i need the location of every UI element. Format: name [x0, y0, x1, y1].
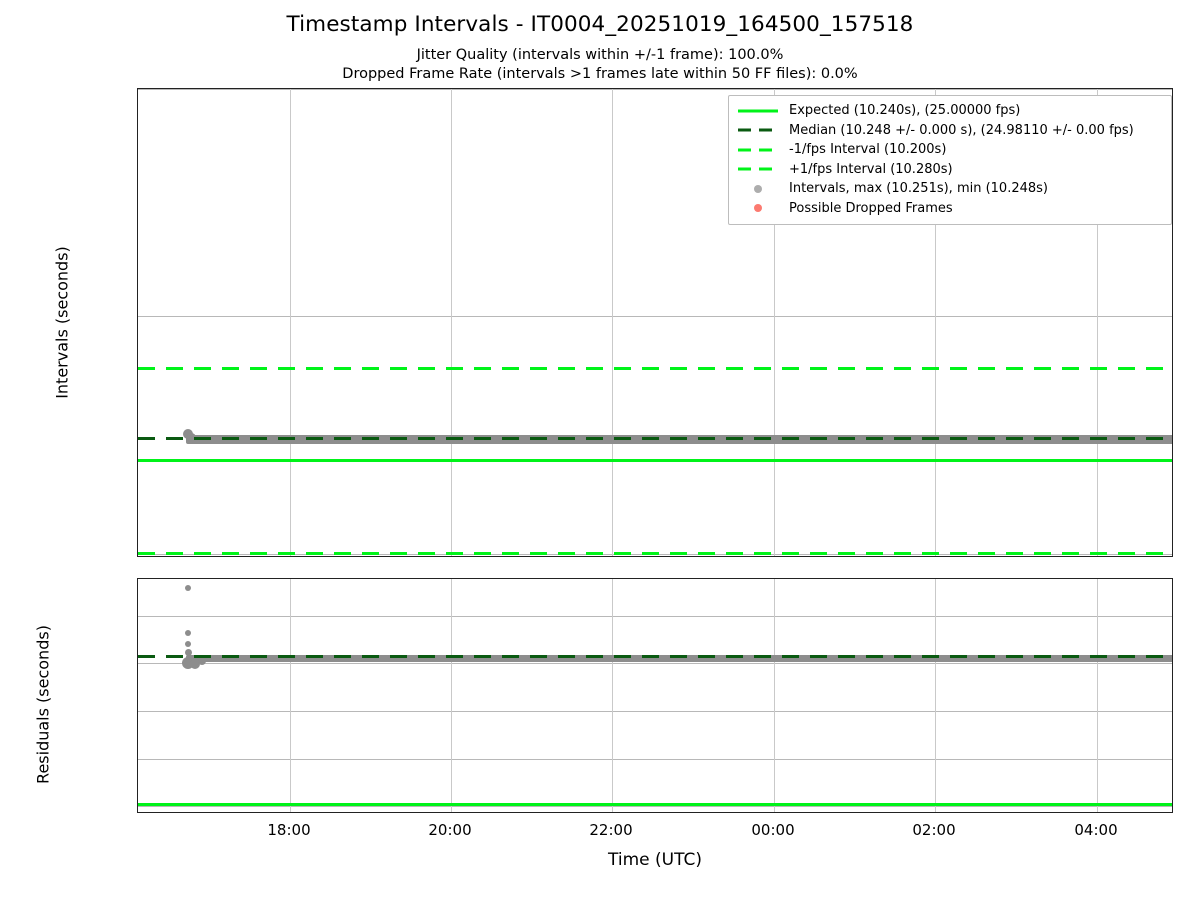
legend-label-minus-one-fps: -1/fps Interval (10.200s) [789, 142, 947, 158]
gridline-y-10p3 [138, 316, 1172, 317]
xtick-label-2000: 20:00 [428, 821, 472, 839]
legend-swatch-minus-one-fps-icon [737, 143, 779, 157]
residuals-outlier-point [185, 649, 192, 656]
residuals-outlier-point [185, 641, 191, 647]
residuals-y-axis-title: Residuals (seconds) [33, 625, 53, 784]
legend-swatch-expected-icon [737, 104, 779, 118]
xtick-label-0400: 04:00 [1074, 821, 1118, 839]
legend-swatch-dropped-frames-icon [737, 201, 779, 215]
residuals-outlier-point [185, 585, 191, 591]
residuals-scatter-point [198, 657, 206, 665]
ytick-0p0025 [137, 759, 138, 761]
gridline-x-0400 [1097, 579, 1098, 812]
intervals-y-axis-title: Intervals (seconds) [52, 246, 72, 399]
gridline-y-0p0050 [138, 711, 1172, 712]
legend-label-intervals: Intervals, max (10.251s), min (10.248s) [789, 181, 1048, 197]
gridline-x-2000 [451, 579, 452, 812]
plus-one-fps-interval-line [138, 367, 1172, 370]
xtick-top-0400 [1097, 556, 1099, 557]
chart-title: Timestamp Intervals - IT0004_20251019_16… [286, 12, 914, 37]
legend-swatch-median-icon [737, 123, 779, 137]
legend-label-dropped-frames: Possible Dropped Frames [789, 200, 953, 216]
xtick-0200 [935, 812, 937, 813]
residuals-scatter-point [190, 659, 200, 669]
gridline-x-0200 [935, 89, 936, 556]
ytick-0p0050 [137, 711, 138, 713]
ytick-0p0100 [137, 616, 138, 618]
gridline-x-1800 [290, 579, 291, 812]
gridline-x-2000 [451, 89, 452, 556]
legend-label-plus-one-fps: +1/fps Interval (10.280s) [789, 161, 953, 177]
xtick-top-2200 [612, 556, 614, 557]
ytick-10p3 [137, 316, 138, 318]
xtick-0400 [1097, 812, 1099, 813]
xtick-label-0200: 02:00 [912, 821, 956, 839]
xtick-0000 [774, 812, 776, 813]
ytick-0p0075 [137, 663, 138, 665]
legend-swatch-intervals-icon [737, 182, 779, 196]
gridline-y-0p0100 [138, 616, 1172, 617]
residuals-plot-axes [137, 578, 1173, 813]
legend-label-expected: Expected (10.240s), (25.00000 fps) [789, 103, 1021, 119]
gridline-x-2200 [612, 89, 613, 556]
minus-one-fps-interval-line [138, 552, 1172, 555]
legend-item-expected: Expected (10.240s), (25.00000 fps) [737, 101, 1163, 121]
xtick-label-0000: 00:00 [751, 821, 795, 839]
legend-swatch-plus-one-fps-icon [737, 162, 779, 176]
xtick-top-1800 [290, 556, 292, 557]
legend-label-median: Median (10.248 +/- 0.000 s), (24.98110 +… [789, 122, 1134, 138]
xtick-label-1800: 18:00 [267, 821, 311, 839]
gridline-x-0200 [935, 579, 936, 812]
chart-subtitle-dropped-frame-rate: Dropped Frame Rate (intervals >1 frames … [342, 66, 858, 82]
residuals-scatter-band [186, 655, 1172, 662]
chart-legend: Expected (10.240s), (25.00000 fps) Media… [728, 95, 1172, 225]
gridline-x-0400 [1097, 89, 1098, 556]
residual-median-line [138, 655, 1172, 659]
xtick-top-0200 [935, 556, 937, 557]
gridline-y-0p0025 [138, 759, 1172, 760]
ytick-10p4 [137, 89, 138, 91]
residuals-plot-area [138, 579, 1172, 812]
intervals-plot-area [138, 89, 1172, 556]
legend-item-intervals: Intervals, max (10.251s), min (10.248s) [737, 179, 1163, 199]
gridline-x-0000 [774, 579, 775, 812]
legend-item-median: Median (10.248 +/- 0.000 s), (24.98110 +… [737, 121, 1163, 141]
gridline-y-0p0000 [138, 806, 1172, 807]
residuals-outlier-point [185, 630, 191, 636]
legend-item-minus-one-fps: -1/fps Interval (10.200s) [737, 140, 1163, 160]
legend-item-dropped-frames: Possible Dropped Frames [737, 199, 1163, 219]
ytick-0p0000 [137, 806, 138, 808]
xtick-1800 [290, 812, 292, 813]
median-interval-line [138, 437, 1172, 441]
gridline-x-2200 [612, 579, 613, 812]
legend-item-plus-one-fps: +1/fps Interval (10.280s) [737, 160, 1163, 180]
gridline-y-10p4 [138, 89, 1172, 90]
xtick-2000 [451, 812, 453, 813]
expected-interval-line [138, 459, 1172, 462]
residual-zero-line [138, 803, 1172, 806]
xtick-top-0000 [774, 556, 776, 557]
x-axis-title: Time (UTC) [608, 850, 702, 870]
gridline-x-1800 [290, 89, 291, 556]
xtick-2200 [612, 812, 614, 813]
gridline-x-0000 [774, 89, 775, 556]
ytick-10p2 [137, 554, 138, 556]
gridline-y-0p0075 [138, 663, 1172, 664]
xtick-label-2200: 22:00 [589, 821, 633, 839]
chart-subtitle-jitter-quality: Jitter Quality (intervals within +/-1 fr… [416, 47, 784, 63]
xtick-top-2000 [451, 556, 453, 557]
